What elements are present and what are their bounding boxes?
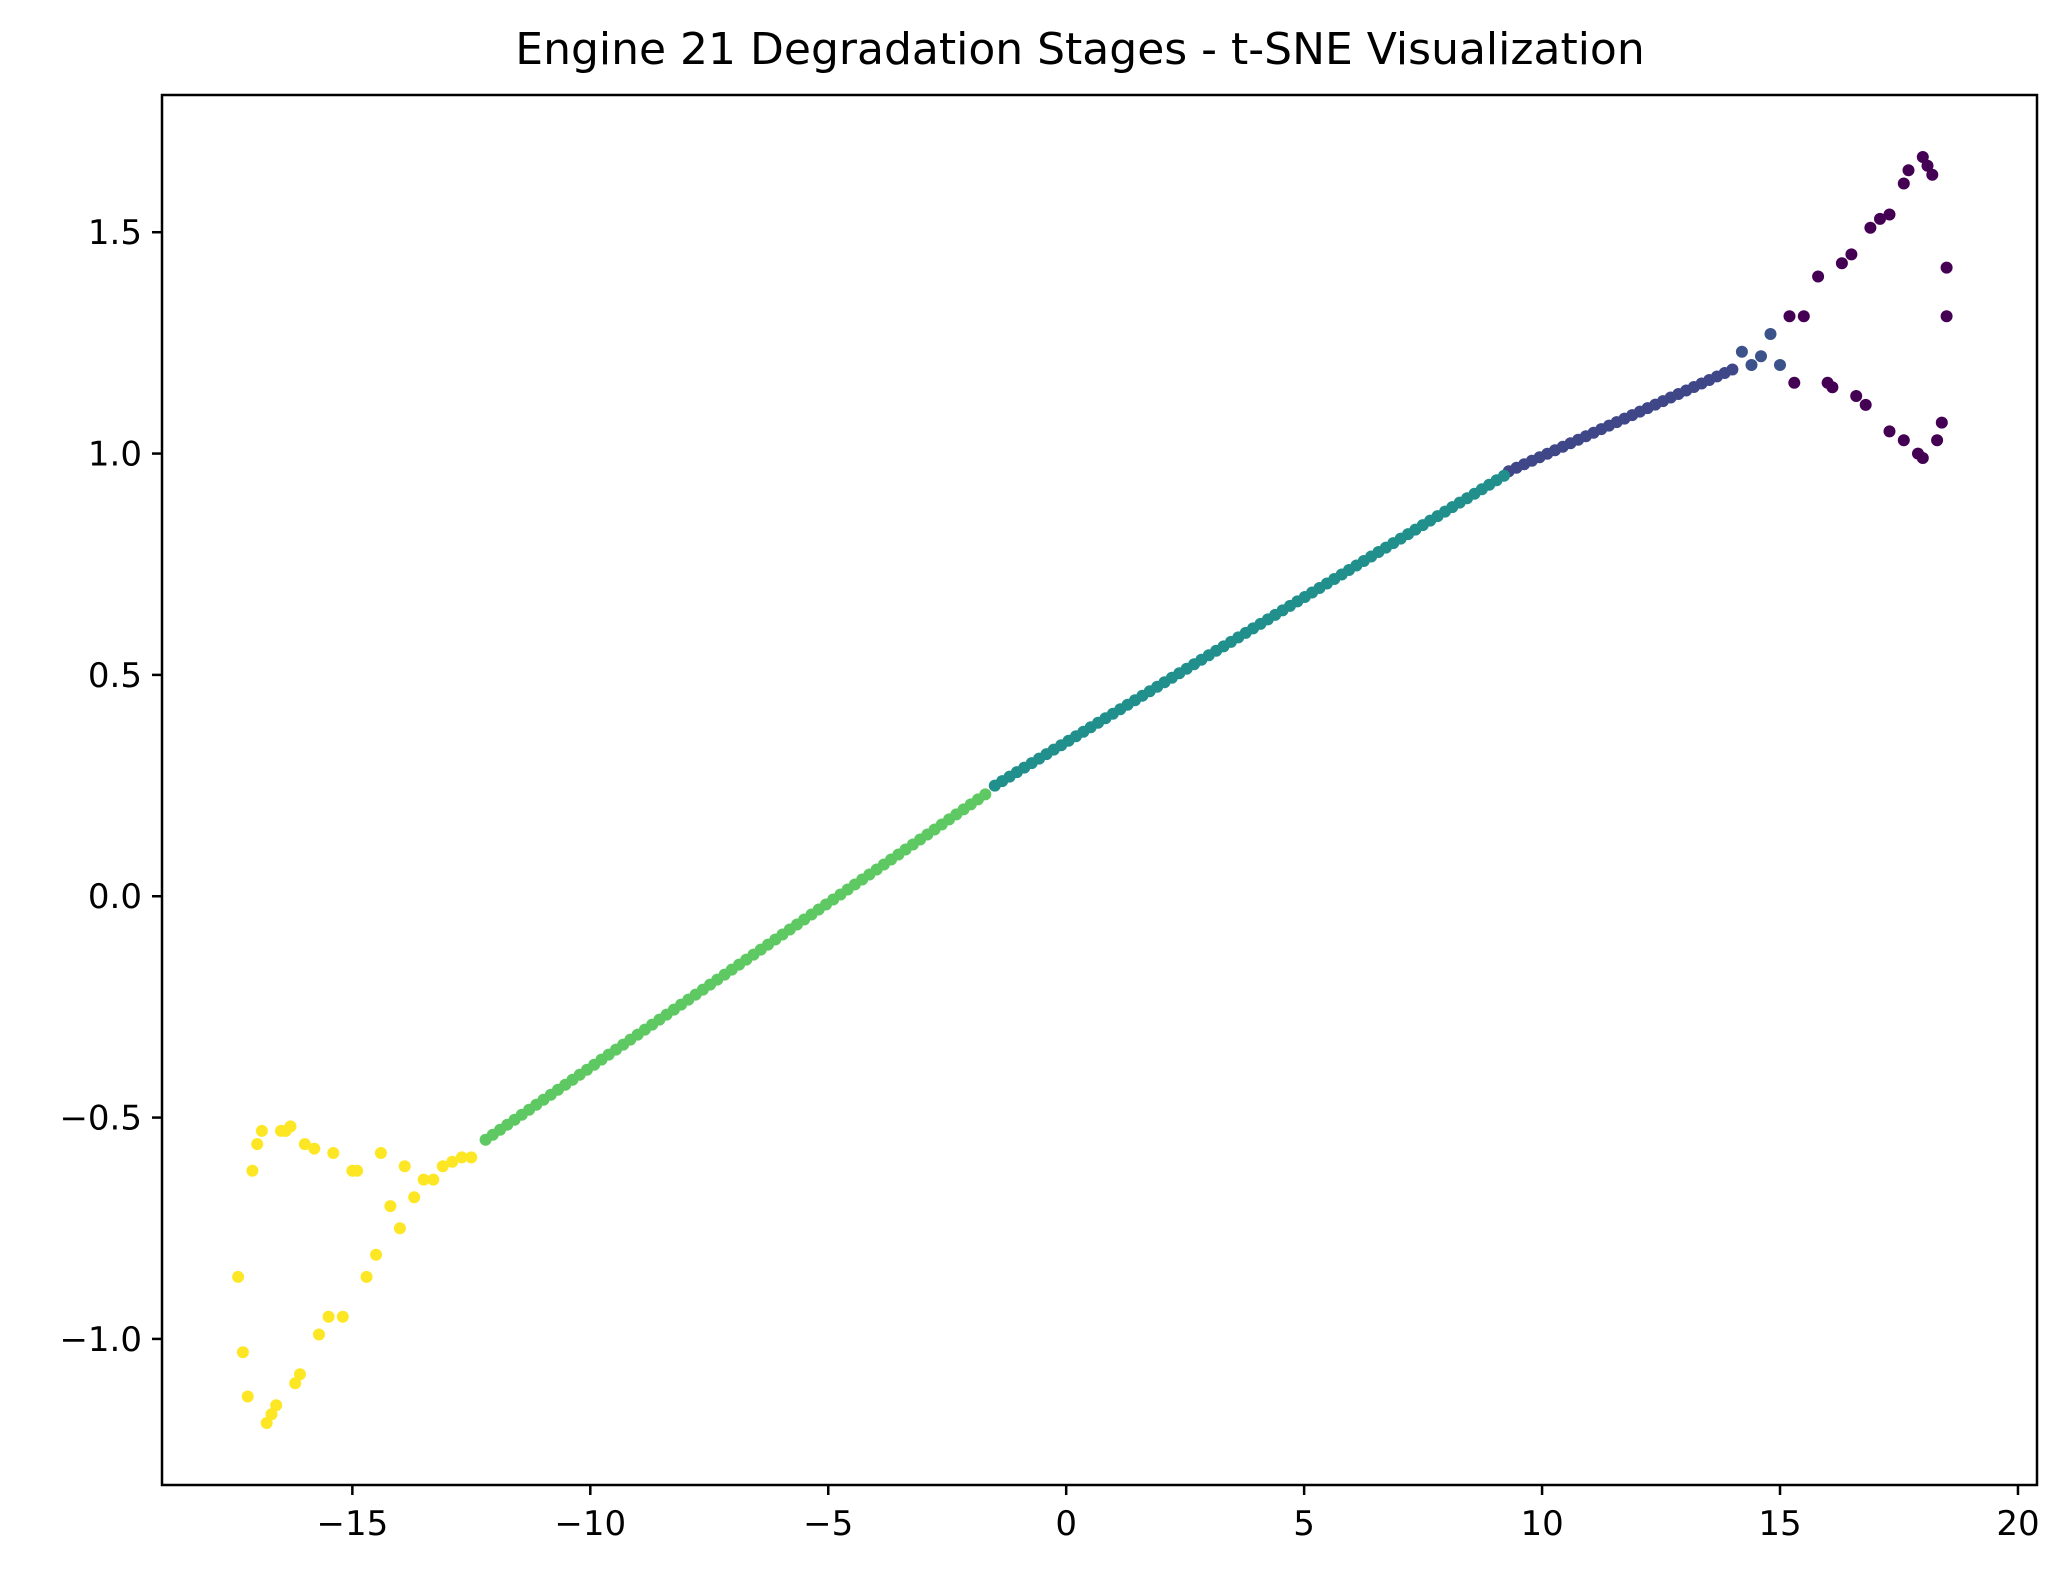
scatter-point: [1940, 310, 1953, 323]
scatter-point: [308, 1142, 321, 1155]
scatter-point: [979, 788, 992, 801]
scatter-point: [1916, 452, 1929, 464]
x-tick-label: 0: [1055, 1504, 1077, 1544]
scatter-point: [1498, 469, 1510, 482]
scatter-point: [1931, 434, 1944, 447]
scatter-point: [298, 1138, 311, 1151]
scatter-point: [1874, 212, 1886, 225]
x-tick-label: −10: [554, 1504, 626, 1544]
scatter-point: [1735, 345, 1748, 358]
scatter-point: [427, 1173, 440, 1186]
scatter-point: [1726, 363, 1739, 376]
x-tick-label: 10: [1520, 1504, 1563, 1544]
y-tick-label: −0.5: [59, 1099, 142, 1139]
scatter-point: [260, 1417, 273, 1429]
scatter-point: [265, 1408, 278, 1421]
scatter-point: [1788, 376, 1801, 389]
scatter-point: [351, 1164, 364, 1177]
scatter-point: [408, 1191, 421, 1204]
scatter-point: [384, 1200, 397, 1213]
scatter-point: [393, 1222, 406, 1235]
scatter-point: [336, 1310, 349, 1323]
scatter-point: [1859, 398, 1872, 411]
x-tick-label: 20: [1996, 1504, 2039, 1544]
scatter-point: [1812, 270, 1825, 283]
scatter-point: [1764, 328, 1777, 340]
scatter-point: [241, 1390, 254, 1403]
scatter-point: [284, 1120, 297, 1133]
scatter-point: [246, 1164, 259, 1177]
scatter-point: [236, 1346, 249, 1359]
scatter-point: [294, 1368, 306, 1381]
scatter-point: [327, 1147, 340, 1159]
scatter-points: [232, 151, 1953, 1429]
scatter-point: [1897, 434, 1910, 447]
y-tick-label: 1.0: [88, 435, 142, 475]
scatter-point: [1921, 159, 1934, 172]
scatter-point: [446, 1155, 459, 1168]
scatter-point: [289, 1377, 302, 1390]
scatter-point: [1883, 425, 1896, 438]
scatter-point: [1745, 359, 1758, 371]
scatter-point: [322, 1310, 335, 1323]
plot-frame: [160, 93, 2039, 1487]
scatter-point: [1826, 381, 1839, 394]
scatter-point: [398, 1160, 411, 1173]
scatter-point: [255, 1124, 268, 1137]
scatter-point: [370, 1248, 383, 1261]
y-axis: −1.0 −0.5 0.0 0.5 1.0 1.5: [59, 213, 162, 1360]
x-tick-label: 15: [1758, 1504, 1801, 1544]
y-tick-label: −1.0: [59, 1320, 142, 1360]
x-tick-label: −5: [803, 1504, 853, 1544]
scatter-point: [270, 1399, 283, 1412]
scatter-point: [1783, 310, 1796, 323]
chart-title: Engine 21 Degradation Stages - t-SNE Vis…: [515, 24, 1644, 75]
scatter-point: [455, 1151, 468, 1164]
y-tick-label: 1.5: [88, 213, 142, 253]
scatter-point: [374, 1147, 387, 1159]
scatter-point: [1935, 416, 1948, 429]
scatter-point: [1845, 248, 1858, 261]
x-tick-label: 5: [1293, 1504, 1315, 1544]
x-tick-label: −15: [316, 1504, 388, 1544]
scatter-point: [251, 1138, 264, 1151]
x-axis: −15 −10 −5 0 5 10 15 20: [316, 1485, 2040, 1544]
scatter-point: [1883, 208, 1896, 221]
scatter-point: [313, 1328, 325, 1341]
scatter-point: [1916, 151, 1929, 163]
scatter-point: [1902, 164, 1915, 177]
scatter-point: [1897, 177, 1910, 190]
scatter-point: [1835, 257, 1848, 270]
y-tick-label: 0.0: [88, 877, 142, 917]
scatter-point: [1940, 261, 1953, 274]
y-tick-label: 0.5: [88, 656, 142, 696]
scatter-point: [1774, 359, 1786, 371]
scatter-point: [1926, 168, 1939, 181]
scatter-point: [436, 1160, 449, 1173]
scatter-point: [1755, 350, 1767, 363]
scatter-point: [232, 1270, 245, 1283]
scatter-point: [1850, 390, 1863, 402]
scatter-point: [1864, 221, 1877, 234]
scatter-point: [465, 1151, 478, 1164]
scatter-point: [360, 1270, 373, 1283]
scatter-point: [1797, 310, 1810, 323]
scatter-point: [417, 1173, 430, 1186]
